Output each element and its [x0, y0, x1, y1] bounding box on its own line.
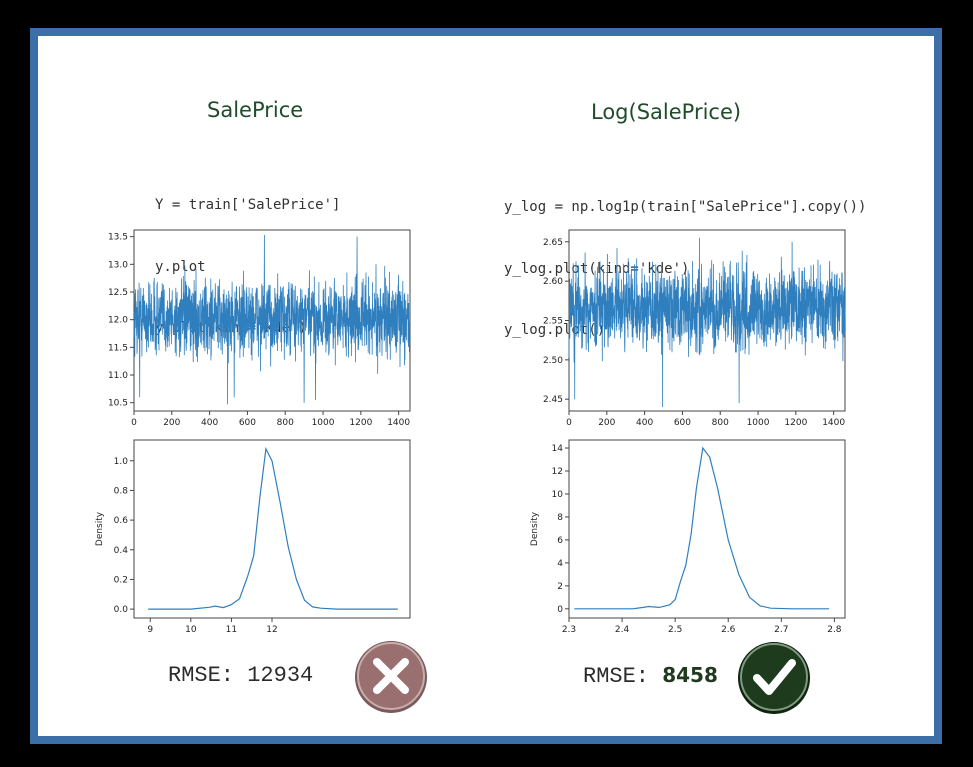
- y-tick-label: 11.5: [108, 343, 128, 353]
- y-axis-label: Density: [530, 511, 540, 546]
- x-tick-label: 1200: [784, 418, 807, 428]
- y-tick-label: 4: [557, 559, 563, 569]
- x-tick-label: 10: [185, 625, 197, 635]
- y-axis-label: Density: [95, 511, 105, 546]
- right-code-block: y_log = np.log1p(train["SalePrice"].copy…: [504, 156, 866, 361]
- y-tick-label: 14: [552, 444, 564, 454]
- code-line: y_log = np.log1p(train["SalePrice"].copy…: [504, 199, 867, 215]
- x-tick-label: 200: [163, 418, 180, 428]
- x-tick-label: 2.6: [721, 625, 736, 635]
- x-tick-label: 1200: [349, 418, 372, 428]
- x-tick-label: 600: [674, 418, 691, 428]
- slide-panel: [38, 36, 934, 736]
- y-tick-label: 12.0: [108, 316, 128, 326]
- x-tick-label: 0: [131, 418, 137, 428]
- left-rmse: RMSE: 12934: [168, 663, 313, 688]
- code-line: y_log.plot(kind='kde'): [504, 260, 690, 277]
- code-line: Y = train['SalePrice']: [155, 197, 341, 213]
- right-heading: Log(SalePrice): [591, 100, 742, 124]
- x-tick-label: 800: [277, 418, 294, 428]
- x-tick-label: 11: [226, 625, 237, 635]
- x-tick-label: 1400: [387, 418, 410, 428]
- y-tick-label: 0.2: [114, 575, 128, 585]
- x-tick-label: 1400: [822, 418, 845, 428]
- x-tick-label: 2.8: [827, 625, 842, 635]
- series-line: [568, 237, 846, 408]
- x-tick-label: 800: [712, 418, 729, 428]
- y-tick-label: 0.4: [114, 546, 129, 556]
- series-line: [148, 446, 398, 610]
- x-tick-label: 2.3: [562, 625, 576, 635]
- x-tick-label: 2.7: [774, 625, 788, 635]
- x-tick-label: 2.4: [615, 625, 630, 635]
- plot-area: [133, 439, 411, 619]
- series-line: [133, 234, 411, 405]
- y-tick-label: 2.55: [543, 317, 563, 327]
- x-tick-label: 400: [201, 418, 218, 428]
- x-tick-label: 2.5: [668, 625, 682, 635]
- y-tick-label: 2.60: [543, 277, 563, 287]
- series-line: [574, 446, 830, 610]
- y-tick-label: 8: [557, 513, 563, 523]
- y-tick-label: 2: [557, 582, 563, 592]
- y-tick-label: 12: [552, 467, 563, 477]
- code-line: y.plot: [155, 258, 206, 275]
- rmse-value: 8458: [662, 663, 718, 687]
- left-heading: SalePrice: [207, 98, 304, 122]
- y-tick-label: 2.65: [543, 238, 563, 248]
- x-tick-label: 1000: [312, 418, 335, 428]
- y-tick-label: 1.0: [114, 457, 129, 467]
- y-tick-label: 0: [557, 605, 563, 615]
- check-mark-icon: [738, 642, 810, 714]
- y-tick-label: 11.0: [108, 371, 128, 381]
- y-tick-label: 6: [557, 536, 563, 546]
- plot-area: [568, 439, 846, 619]
- x-mark-icon: [355, 641, 427, 713]
- y-tick-label: 12.5: [108, 288, 128, 298]
- x-tick-label: 400: [636, 418, 653, 428]
- y-tick-label: 13.0: [108, 260, 128, 270]
- y-tick-label: 0.8: [114, 486, 129, 496]
- y-tick-label: 10.5: [108, 399, 128, 409]
- x-tick-label: 0: [566, 418, 572, 428]
- x-tick-label: 9: [147, 625, 153, 635]
- y-tick-label: 2.50: [543, 356, 563, 366]
- rmse-label: RMSE:: [168, 663, 235, 688]
- code-line: y_log.plot(): [504, 322, 606, 338]
- rmse-value: 12934: [247, 663, 314, 688]
- y-tick-label: 2.45: [543, 395, 563, 405]
- y-tick-label: 0.6: [114, 516, 129, 526]
- rmse-label: RMSE:: [583, 664, 650, 689]
- x-tick-label: 200: [598, 418, 615, 428]
- right-rmse: RMSE: 8458: [583, 663, 718, 689]
- y-tick-label: 0.0: [114, 605, 129, 615]
- x-tick-label: 600: [239, 418, 256, 428]
- y-tick-label: 13.5: [108, 233, 128, 243]
- x-tick-label: 12: [266, 625, 277, 635]
- y-tick-label: 10: [552, 490, 564, 500]
- x-tick-label: 1000: [747, 418, 770, 428]
